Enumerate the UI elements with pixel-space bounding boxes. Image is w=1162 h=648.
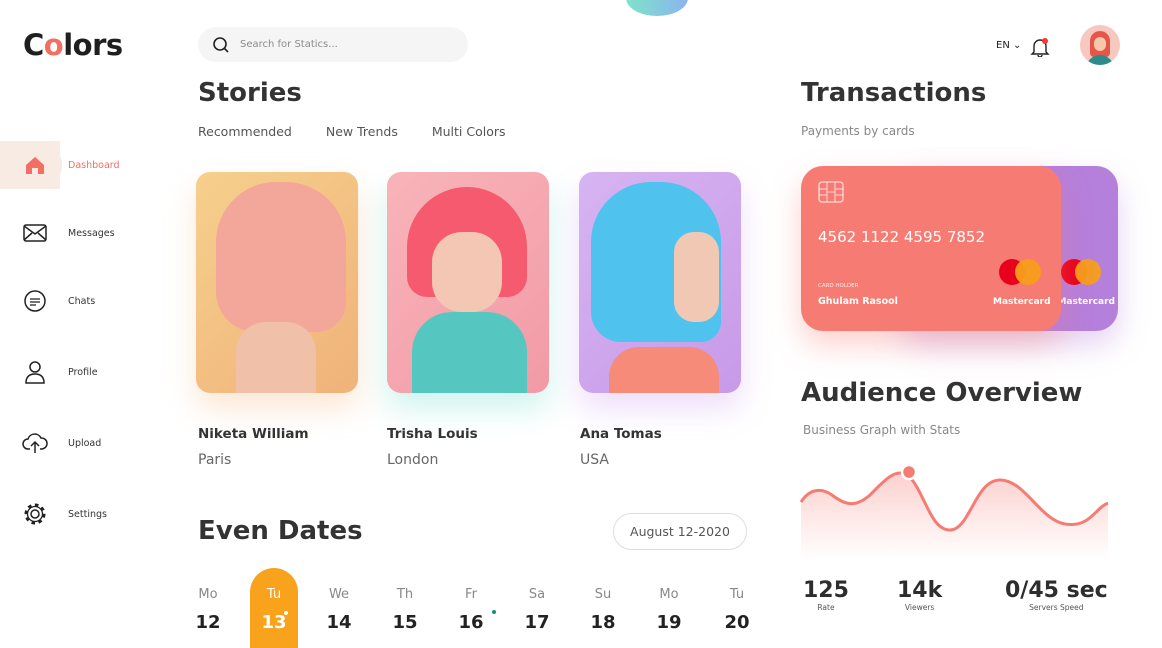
day-name: Th	[396, 587, 414, 602]
stat-viewers: 14k Viewers	[897, 578, 942, 612]
day-name: Mo	[659, 587, 679, 602]
story-city: London	[387, 452, 439, 468]
event-dot	[284, 611, 288, 615]
stat-value: 125	[803, 578, 849, 603]
audience-title: Audience Overview	[801, 378, 1083, 408]
tab-new-trends[interactable]: New Trends	[325, 124, 398, 139]
language-label: EN	[996, 40, 1010, 51]
search-input[interactable]: Search for Statics...	[198, 27, 468, 62]
avatar[interactable]	[1080, 25, 1120, 65]
user-icon	[22, 359, 48, 385]
day-name: Sa	[528, 587, 546, 602]
graph-highlight-point	[900, 463, 918, 481]
day-name: Mo	[198, 587, 218, 602]
day-name: Tu	[266, 587, 282, 602]
calendar-day[interactable]: Sa 17	[513, 568, 561, 648]
day-number: 12	[195, 612, 221, 633]
calendar-day[interactable]: Fr 16	[447, 568, 495, 648]
sidebar-item-dashboard[interactable]: Dashboard	[0, 141, 150, 189]
day-name: Fr	[465, 587, 477, 602]
day-number: 13	[261, 612, 287, 633]
calendar-day[interactable]: Th 15	[381, 568, 429, 648]
day-number: 20	[724, 612, 750, 633]
card-holder-label: CARD HOLDER	[818, 283, 859, 289]
gear-icon	[22, 501, 48, 527]
day-number: 14	[326, 612, 352, 633]
chat-icon	[22, 288, 48, 314]
sidebar-item-profile[interactable]: Profile	[0, 348, 150, 396]
tab-recommended[interactable]: Recommended	[198, 124, 292, 139]
day-number: 18	[590, 612, 616, 633]
calendar-day[interactable]: Tu 13	[250, 568, 298, 648]
day-name: Su	[594, 587, 612, 602]
graph-line	[800, 471, 1109, 532]
search-icon	[213, 36, 229, 53]
date-picker-button[interactable]: August 12-2020	[613, 513, 747, 550]
story-name: Niketa William	[198, 426, 309, 442]
story-name: Trisha Louis	[387, 426, 478, 442]
sidebar-item-messages[interactable]: Messages	[0, 209, 150, 257]
day-name: We	[328, 587, 350, 602]
credit-card[interactable]: 4562 1122 4595 7852 CARD HOLDER Ghulam R…	[801, 166, 1061, 331]
stat-rate: 125 Rate	[803, 578, 849, 612]
calendar-day[interactable]: We 14	[315, 568, 363, 648]
tab-multi-colors[interactable]: Multi Colors	[431, 124, 506, 139]
calendar-day[interactable]: Mo 19	[645, 568, 693, 648]
chevron-down-icon: ⌄	[1013, 40, 1022, 51]
calendar-day[interactable]: Tu 20	[713, 568, 761, 648]
chip-icon	[818, 181, 844, 207]
card-holder-name: Ghulam Rasool	[818, 296, 898, 307]
card-number: 4562 1122 4595 7852	[818, 228, 985, 246]
sidebar-item-upload[interactable]: Upload	[0, 419, 150, 467]
sidebar-item-label: Settings	[68, 508, 107, 520]
stat-value: 0/45 sec	[1005, 578, 1108, 603]
events-title: Even Dates	[198, 516, 363, 546]
story-card[interactable]	[579, 172, 741, 393]
stat-label: Rate	[817, 603, 835, 612]
day-name: Tu	[729, 587, 745, 602]
sidebar-item-settings[interactable]: Settings	[0, 490, 150, 538]
audience-subtitle: Business Graph with Stats	[803, 423, 961, 437]
decorative-blob	[626, 0, 688, 16]
home-icon	[22, 152, 48, 178]
card-brand: Mastercard	[993, 297, 1051, 307]
calendar-day[interactable]: Mo 12	[184, 568, 232, 648]
sidebar-item-chats[interactable]: Chats	[0, 277, 150, 325]
notification-bell-icon[interactable]	[1030, 37, 1050, 61]
stat-value: 14k	[897, 578, 943, 603]
stat-label: Servers Speed	[1029, 603, 1084, 612]
story-city: USA	[580, 452, 609, 468]
story-card[interactable]	[387, 172, 549, 393]
transactions-subtitle: Payments by cards	[801, 124, 915, 138]
day-number: 19	[656, 612, 682, 633]
sidebar-item-label: Chats	[68, 295, 96, 307]
sidebar-item-label: Messages	[68, 227, 115, 239]
stories-title: Stories	[198, 78, 302, 108]
stat-servers-speed: 0/45 sec Servers Speed	[1005, 578, 1108, 612]
mastercard-logo-icon	[998, 258, 1046, 290]
sidebar-item-label: Profile	[68, 366, 98, 378]
stat-label: Viewers	[904, 603, 935, 612]
event-dot	[492, 610, 496, 614]
cloud-upload-icon	[22, 430, 48, 456]
day-number: 16	[458, 612, 484, 633]
mastercard-logo-icon	[1060, 258, 1102, 290]
mail-icon	[22, 220, 48, 246]
search-placeholder: Search for Statics...	[240, 39, 338, 50]
transactions-title: Transactions	[801, 78, 987, 108]
story-card[interactable]	[196, 172, 358, 393]
app-logo: Colors	[23, 28, 123, 62]
day-number: 17	[524, 612, 550, 633]
card-brand: Mastercard	[1057, 297, 1115, 307]
graph-area	[801, 472, 1108, 560]
language-selector[interactable]: EN ⌄	[996, 40, 1021, 51]
calendar-day[interactable]: Su 18	[579, 568, 627, 648]
sidebar-item-label: Dashboard	[68, 159, 120, 171]
sidebar-item-label: Upload	[68, 437, 102, 449]
story-city: Paris	[198, 452, 232, 468]
day-number: 15	[392, 612, 418, 633]
audience-graph	[800, 463, 1109, 560]
story-name: Ana Tomas	[580, 426, 662, 442]
